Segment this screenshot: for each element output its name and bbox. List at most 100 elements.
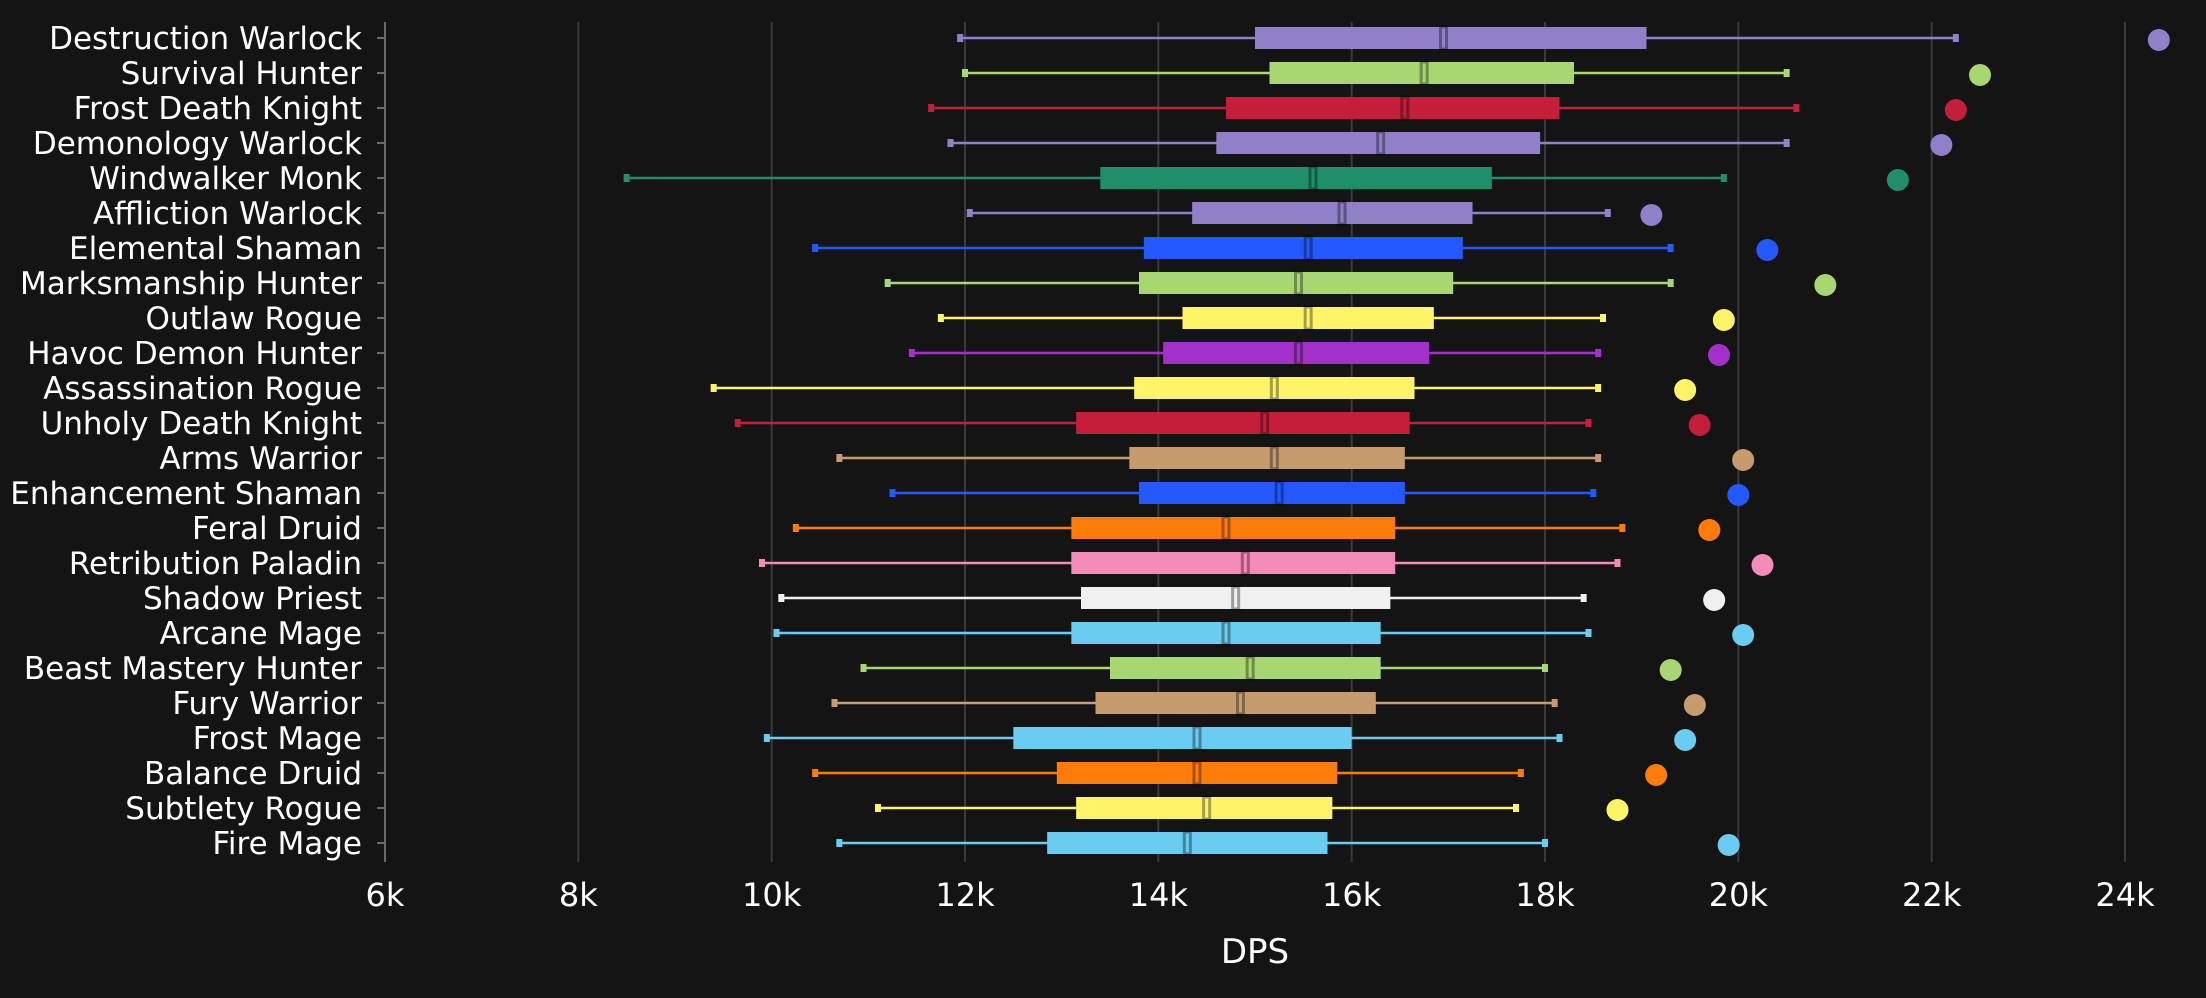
series-row: Enhancement Shaman [10,476,1750,512]
whisker-max-cap [1551,699,1558,707]
whisker-max-cap [1783,69,1790,77]
max-point [1659,659,1682,681]
iqr-box [1226,97,1560,119]
max-point [1756,239,1779,261]
whisker-min-cap [962,69,968,77]
category-label: Arms Warrior [159,441,362,477]
series-row: Subtlety Rogue [125,791,1629,827]
whisker-max-cap [1513,804,1519,812]
series-row: Balance Druid [144,756,1668,792]
x-tick-label: 6k [366,876,405,914]
x-tick-label: 18k [1515,876,1575,914]
category-label: Destruction Warlock [49,21,362,57]
max-point [1712,309,1735,331]
x-tick-label: 8k [559,876,598,914]
series-row: Marksmanship Hunter [20,266,1837,302]
x-tick-label: 20k [1709,876,1769,914]
category-label: Subtlety Rogue [125,791,362,827]
x-tick-label: 24k [2095,876,2155,914]
median-marker [1294,340,1303,366]
median-marker [1269,445,1279,471]
category-label: Affliction Warlock [93,196,362,232]
whisker-max-cap [1585,419,1592,427]
max-point [1732,624,1755,646]
iqr-box [1071,517,1396,539]
whisker-max-cap [1667,244,1674,252]
median-marker [1400,95,1410,121]
series-row: Demonology Warlock [33,126,1953,162]
whisker-min-cap [836,839,843,847]
iqr-box [1255,27,1647,49]
x-tick-label: 10k [742,876,802,914]
whisker-min-cap [623,174,630,182]
median-marker [1245,655,1255,681]
category-label: Frost Mage [193,721,362,757]
median-marker [1221,515,1231,541]
whisker-min-cap [759,559,765,567]
max-point [1708,344,1730,366]
whisker-max-cap [1667,279,1674,287]
category-label: Assassination Rogue [43,371,362,407]
category-label: Feral Druid [192,511,362,547]
median-marker [1192,760,1202,786]
iqr-box [1129,447,1405,469]
median-marker [1231,585,1241,611]
median-marker [1376,130,1386,156]
iqr-box [1076,412,1410,434]
iqr-box [1095,692,1376,714]
whisker-max-cap [1542,839,1548,847]
median-marker [1303,305,1313,331]
whisker-min-cap [778,594,785,602]
series-row: Retribution Paladin [69,546,1774,582]
whisker-max-cap [1542,664,1548,672]
median-marker [1240,550,1250,576]
whisker-max-cap [1595,384,1602,392]
iqr-box [1192,202,1473,224]
series-row: Fire Mage [212,826,1740,862]
x-axis-ticks: 6k 8k 10k 12k 14k 16k 18k 20k 22k 24k [366,876,2156,914]
max-point [1703,589,1726,611]
max-point [1698,519,1721,541]
median-marker [1221,620,1231,646]
max-point [1674,379,1697,401]
median-marker [1182,830,1192,856]
median-marker [1294,270,1303,296]
median-marker [1202,795,1212,821]
category-label: Shadow Priest [143,581,362,617]
whisker-max-cap [1580,594,1587,602]
max-point [2147,29,2170,51]
x-axis-title: DPS [1221,932,1289,972]
max-point [1674,729,1697,751]
series-row: Beast Mastery Hunter [24,651,1682,687]
iqr-box [1143,237,1463,259]
whisker-min-cap [966,209,973,217]
series-row: Frost Death Knight [74,91,1967,127]
category-label: Fury Warrior [172,686,362,722]
max-point [1886,169,1909,191]
iqr-box [1071,552,1396,574]
max-point [1930,134,1953,156]
x-tick-label: 16k [1322,876,1382,914]
series-row: Havoc Demon Hunter [27,336,1730,372]
whisker-min-cap [773,629,780,637]
whisker-max-cap [1952,34,1959,42]
whisker-max-cap [1604,209,1611,217]
category-label: Arcane Mage [160,616,362,652]
whisker-min-cap [908,349,915,357]
series-row: Arms Warrior [159,441,1755,477]
max-point [1732,449,1755,471]
whisker-min-cap [937,314,944,322]
whisker-max-cap [1793,104,1800,112]
whisker-max-cap [1720,174,1727,182]
whisker-min-cap [889,489,896,497]
iqr-box [1139,482,1405,504]
x-tick-label: 12k [935,876,995,914]
series-row: Feral Druid [192,511,1721,547]
whisker-max-cap [1614,559,1621,567]
series-row: Affliction Warlock [93,196,1663,232]
whisker-min-cap [947,139,954,147]
category-label: Balance Druid [144,756,362,792]
series-row: Shadow Priest [143,581,1726,617]
series-row: Windwalker Monk [89,161,1909,197]
